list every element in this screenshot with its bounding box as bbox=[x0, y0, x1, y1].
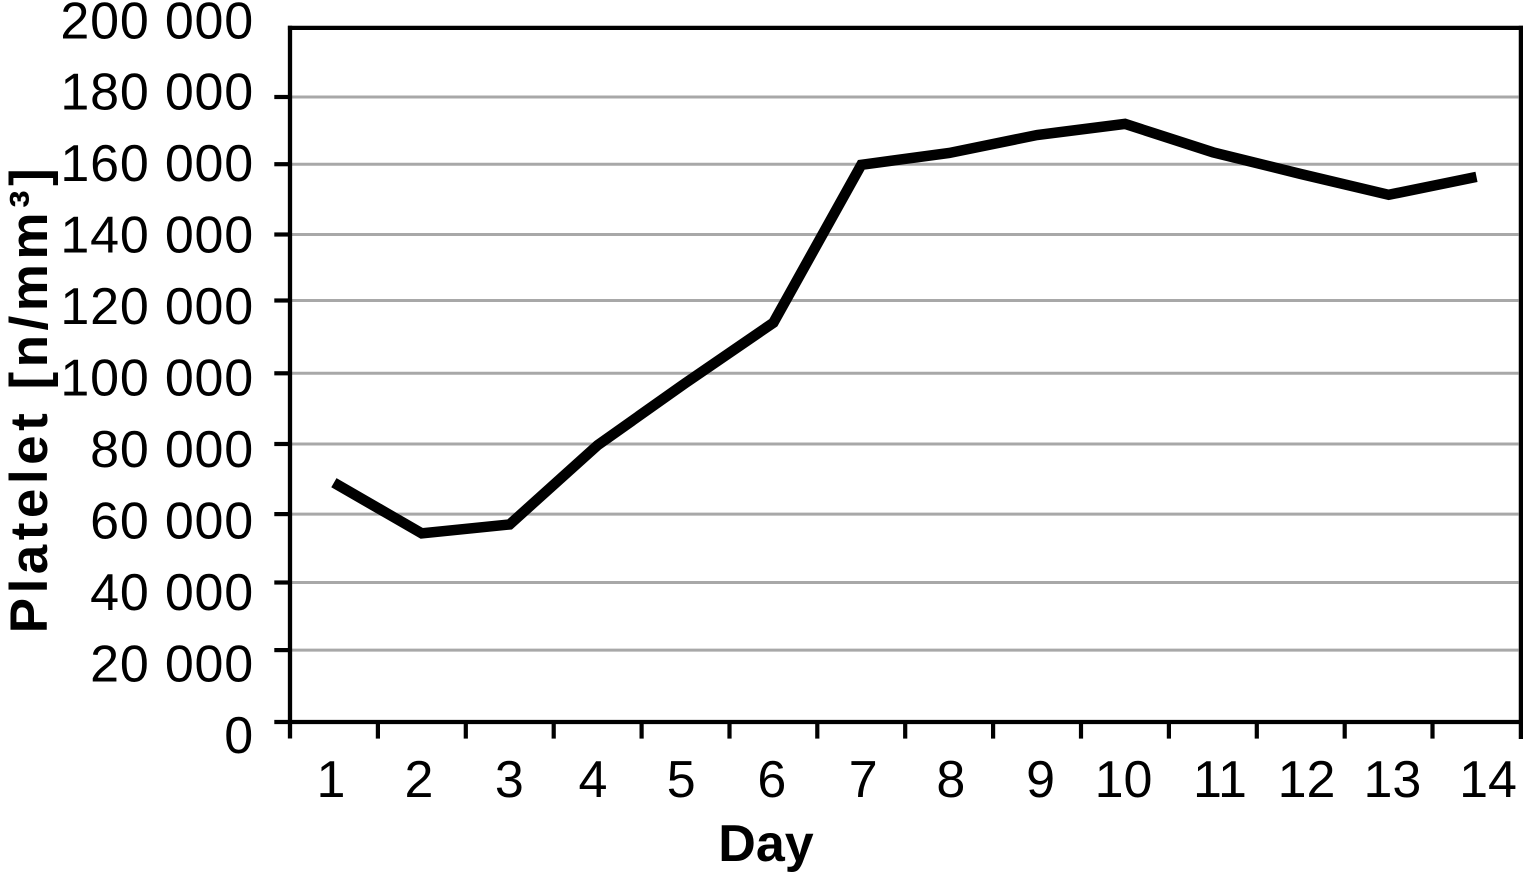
svg-text:140 000: 140 000 bbox=[60, 207, 254, 265]
svg-text:Platelet [n/mm³]: Platelet [n/mm³] bbox=[0, 164, 59, 634]
svg-text:60 000: 60 000 bbox=[90, 492, 254, 550]
svg-text:10: 10 bbox=[1095, 751, 1153, 809]
svg-text:180 000: 180 000 bbox=[60, 64, 254, 122]
svg-text:2: 2 bbox=[405, 751, 434, 809]
svg-text:7: 7 bbox=[849, 751, 878, 809]
svg-text:3: 3 bbox=[495, 751, 524, 809]
svg-text:100 000: 100 000 bbox=[60, 350, 254, 408]
svg-text:5: 5 bbox=[667, 751, 696, 809]
svg-text:20 000: 20 000 bbox=[90, 635, 254, 693]
svg-text:8: 8 bbox=[936, 751, 965, 809]
svg-text:13: 13 bbox=[1363, 751, 1421, 809]
svg-text:1: 1 bbox=[317, 751, 346, 809]
svg-text:40 000: 40 000 bbox=[90, 564, 254, 622]
svg-text:Day: Day bbox=[718, 815, 813, 872]
svg-text:120 000: 120 000 bbox=[60, 278, 254, 336]
svg-text:200 000: 200 000 bbox=[60, 0, 254, 50]
svg-text:11: 11 bbox=[1193, 751, 1247, 809]
svg-text:4: 4 bbox=[578, 751, 607, 809]
svg-text:160 000: 160 000 bbox=[60, 135, 254, 193]
svg-text:9: 9 bbox=[1026, 751, 1055, 809]
svg-text:14: 14 bbox=[1459, 751, 1517, 809]
svg-text:6: 6 bbox=[757, 751, 786, 809]
svg-text:0: 0 bbox=[224, 707, 254, 765]
svg-text:12: 12 bbox=[1278, 751, 1336, 809]
svg-text:80 000: 80 000 bbox=[90, 421, 254, 479]
